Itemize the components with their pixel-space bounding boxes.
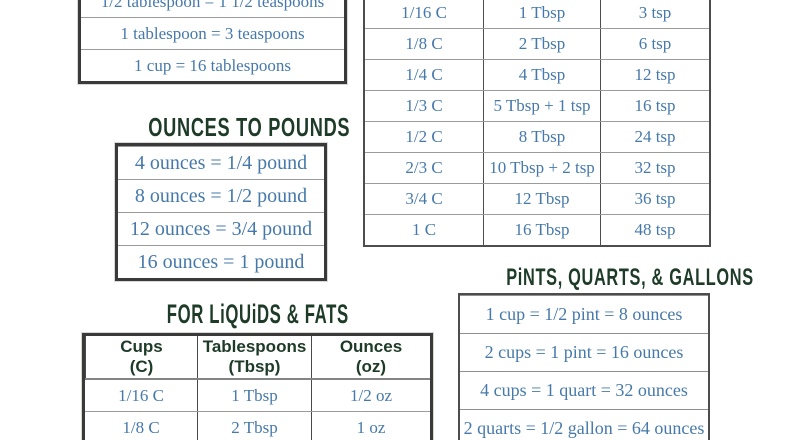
teaspoons-cell: 48 tsp xyxy=(600,215,709,245)
table-row: 2 cups = 1 pint = 16 ounces xyxy=(460,333,708,371)
conversion-text: 1 cup = 1/2 pint = 8 ounces xyxy=(485,304,683,324)
column-abbr-label: (oz) xyxy=(355,357,387,376)
cups-cell: 1/2 C xyxy=(405,127,443,146)
table-row: 1 tablespoon = 3 teaspoons xyxy=(81,17,344,49)
table-row: 8 ounces = 1/2 pound xyxy=(118,179,324,212)
conversion-text: 16 ounces = 1 pound xyxy=(137,250,305,273)
teaspoons-cell: 3 tsp xyxy=(600,0,709,28)
table-row: 1 cup = 16 tablespoons xyxy=(81,49,344,81)
table-header-row: Cups (C) Tablespoons (Tbsp) Ounces (oz) xyxy=(85,336,430,380)
table-row: 3/4 C 12 Tbsp 36 tsp xyxy=(365,183,709,214)
tablespoons-cell: 12 Tbsp xyxy=(483,184,600,214)
tablespoons-cell: 16 Tbsp xyxy=(483,215,600,245)
conversion-text: 1 cup = 16 tablespoons xyxy=(134,55,291,75)
tablespoons-cell: 2 Tbsp xyxy=(197,412,311,440)
teaspoons-cell: 36 tsp xyxy=(600,184,709,214)
table-row: 2 quarts = 1/2 gallon = 64 ounces xyxy=(460,409,708,440)
teaspoons-cell: 32 tsp xyxy=(600,153,709,183)
table-row: 4 ounces = 1/4 pound xyxy=(118,146,324,179)
ounces-cell: 1/2 oz xyxy=(311,380,430,411)
table-row: 1/8 C 2 Tbsp 1 oz xyxy=(85,411,430,440)
teaspoons-cell: 16 tsp xyxy=(600,91,709,121)
conversion-text: 12 ounces = 3/4 pound xyxy=(129,217,313,240)
tablespoons-cell: 1 Tbsp xyxy=(197,380,311,411)
column-abbr-label: (Tbsp) xyxy=(228,357,281,376)
cups-cell: 1/16 C xyxy=(118,385,164,405)
table-row: 1/2 tablespoon = 1 1/2 teaspoons xyxy=(81,0,344,17)
table-row: 2/3 C 10 Tbsp + 2 tsp 32 tsp xyxy=(365,152,709,183)
conversion-text: 1/2 tablespoon = 1 1/2 teaspoons xyxy=(100,0,325,11)
table-body: 1/16 C 1 Tbsp 1/2 oz 1/8 C 2 Tbsp 1 oz xyxy=(85,380,430,440)
cups-cell: 1/3 C xyxy=(405,96,443,115)
table-row: 12 ounces = 3/4 pound xyxy=(118,212,324,245)
cups-cell: 1/4 C xyxy=(405,65,443,84)
tablespoons-cell: 10 Tbsp + 2 tsp xyxy=(483,153,600,183)
cups-cell: 1 C xyxy=(411,220,437,239)
teaspoons-cell: 12 tsp xyxy=(600,60,709,90)
table-row: 4 cups = 1 quart = 32 ounces xyxy=(460,371,708,409)
table-row: 1/3 C 5 Tbsp + 1 tsp 16 tsp xyxy=(365,90,709,121)
table-row: 1 cup = 1/2 pint = 8 ounces xyxy=(460,295,708,333)
table-row: 1/2 C 8 Tbsp 24 tsp xyxy=(365,121,709,152)
column-header: Cups (C) xyxy=(85,336,197,378)
tablespoons-cell: 8 Tbsp xyxy=(483,122,600,152)
table-row: 1/8 C 2 Tbsp 6 tsp xyxy=(365,28,709,59)
teaspoons-cell: 24 tsp xyxy=(600,122,709,152)
column-abbr-label: (C) xyxy=(129,357,154,376)
column-unit-label: Cups xyxy=(120,337,163,356)
tablespoons-cell: 4 Tbsp xyxy=(483,60,600,90)
pints-quarts-gallons-heading: PiNTS, QUARTS, & GALLONS xyxy=(506,264,754,291)
cups-tbsp-tsp-table: 1/16 C 1 Tbsp 3 tsp 1/8 C 2 Tbsp 6 tsp 1… xyxy=(363,0,711,247)
ounces-cell: 1 oz xyxy=(311,412,430,440)
conversion-text: 1 tablespoon = 3 teaspoons xyxy=(120,23,305,43)
table-row: 16 ounces = 1 pound xyxy=(118,245,324,278)
tablespoons-cell: 1 Tbsp xyxy=(483,0,600,28)
cups-cell: 1/8 C xyxy=(122,417,160,437)
ounces-to-pounds-table: 4 ounces = 1/4 pound 8 ounces = 1/2 poun… xyxy=(115,143,327,281)
table-row: 1/16 C 1 Tbsp 3 tsp xyxy=(365,0,709,28)
column-unit-label: Ounces xyxy=(339,337,403,356)
conversion-text: 4 cups = 1 quart = 32 ounces xyxy=(480,380,688,400)
ounces-to-pounds-heading: OUNCES TO POUNDS xyxy=(148,112,351,142)
tablespoons-cell: 2 Tbsp xyxy=(483,29,600,59)
cups-cell: 3/4 C xyxy=(405,189,443,208)
column-header: Tablespoons (Tbsp) xyxy=(197,336,311,378)
pints-quarts-gallons-table: 1 cup = 1/2 pint = 8 ounces 2 cups = 1 p… xyxy=(458,293,710,440)
liquids-fats-table: Cups (C) Tablespoons (Tbsp) Ounces (oz) … xyxy=(82,333,433,440)
tablespoons-cell: 5 Tbsp + 1 tsp xyxy=(483,91,600,121)
table-row: 1/4 C 4 Tbsp 12 tsp xyxy=(365,59,709,90)
table-row: 1/16 C 1 Tbsp 1/2 oz xyxy=(85,380,430,411)
column-header: Ounces (oz) xyxy=(311,336,430,378)
conversion-text: 2 quarts = 1/2 gallon = 64 ounces xyxy=(463,418,705,438)
conversion-text: 4 ounces = 1/4 pound xyxy=(134,151,308,174)
tablespoon-teaspoon-table: 1/2 tablespoon = 1 1/2 teaspoons 1 table… xyxy=(78,0,347,84)
cups-cell: 2/3 C xyxy=(405,158,443,177)
cups-cell: 1/16 C xyxy=(401,3,447,22)
teaspoons-cell: 6 tsp xyxy=(600,29,709,59)
conversion-text: 2 cups = 1 pint = 16 ounces xyxy=(484,342,684,362)
conversion-text: 8 ounces = 1/2 pound xyxy=(134,184,308,207)
table-row: 1 C 16 Tbsp 48 tsp xyxy=(365,214,709,245)
cups-cell: 1/8 C xyxy=(405,34,443,53)
column-unit-label: Tablespoons xyxy=(202,337,307,356)
liquids-fats-heading: FOR LiQUiDS & FATS xyxy=(166,299,349,329)
